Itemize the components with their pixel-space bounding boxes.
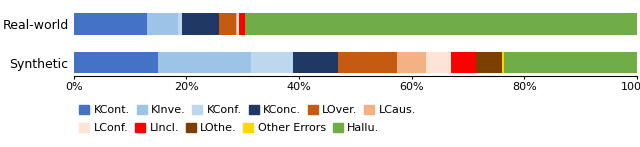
Bar: [293, 52, 339, 74]
Bar: [74, 13, 147, 35]
Bar: [245, 13, 637, 35]
Bar: [251, 52, 293, 74]
Bar: [147, 13, 178, 35]
Bar: [502, 52, 504, 74]
Bar: [239, 13, 245, 35]
Bar: [426, 52, 451, 74]
Bar: [451, 52, 476, 74]
Bar: [182, 13, 219, 35]
Bar: [219, 13, 236, 35]
Bar: [237, 13, 239, 35]
Bar: [476, 52, 502, 74]
Legend: LConf., LIncl., LOthe., Other Errors, Hallu.: LConf., LIncl., LOthe., Other Errors, Ha…: [79, 123, 380, 133]
Bar: [504, 52, 637, 74]
Bar: [397, 52, 426, 74]
Bar: [158, 52, 251, 74]
Bar: [339, 52, 397, 74]
Bar: [178, 13, 182, 35]
Bar: [236, 13, 237, 35]
Bar: [74, 52, 158, 74]
